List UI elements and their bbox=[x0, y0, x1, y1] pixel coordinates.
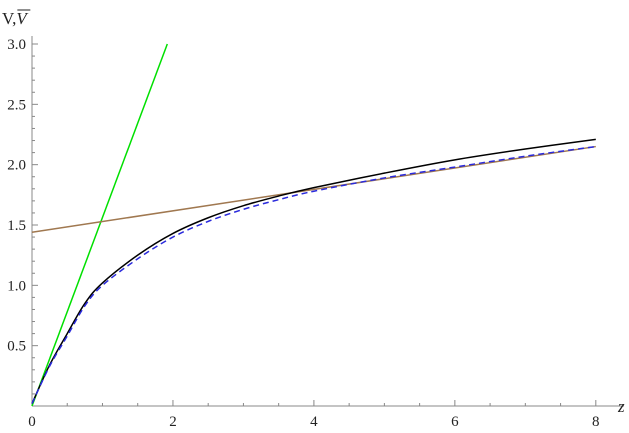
y-axis-title-overbar: V bbox=[16, 9, 29, 28]
ticks: 0 2 4 6 8 0.5 1.0 1.5 2.0 2.5 3.0 bbox=[7, 37, 599, 430]
y-tick-label: 0.5 bbox=[7, 339, 26, 355]
series-line-2 bbox=[31, 138, 596, 404]
y-tick-label: 1.0 bbox=[7, 278, 26, 294]
y-tick-label: 2.0 bbox=[7, 158, 26, 174]
y-tick-label: 2.5 bbox=[7, 97, 26, 113]
y-axis-title: V,V bbox=[2, 9, 29, 28]
x-tick-label: 4 bbox=[310, 414, 318, 430]
series-line-3 bbox=[31, 145, 596, 404]
series-line-0 bbox=[31, 43, 169, 407]
y-axis-title-plain: V, bbox=[2, 9, 16, 28]
x-tick-label: 8 bbox=[592, 414, 600, 430]
x-tick-label: 6 bbox=[451, 414, 459, 430]
y-tick-label: 3.0 bbox=[7, 37, 26, 53]
x-axis-title: z bbox=[617, 397, 625, 416]
y-tick-label: 1.5 bbox=[7, 218, 26, 234]
axes-group: 0 2 4 6 8 0.5 1.0 1.5 2.0 2.5 3.0 bbox=[7, 36, 624, 430]
x-tick-label: 2 bbox=[169, 414, 177, 430]
series-line-1 bbox=[31, 145, 596, 233]
series-group bbox=[31, 43, 596, 407]
x-tick-label: 0 bbox=[28, 414, 36, 430]
